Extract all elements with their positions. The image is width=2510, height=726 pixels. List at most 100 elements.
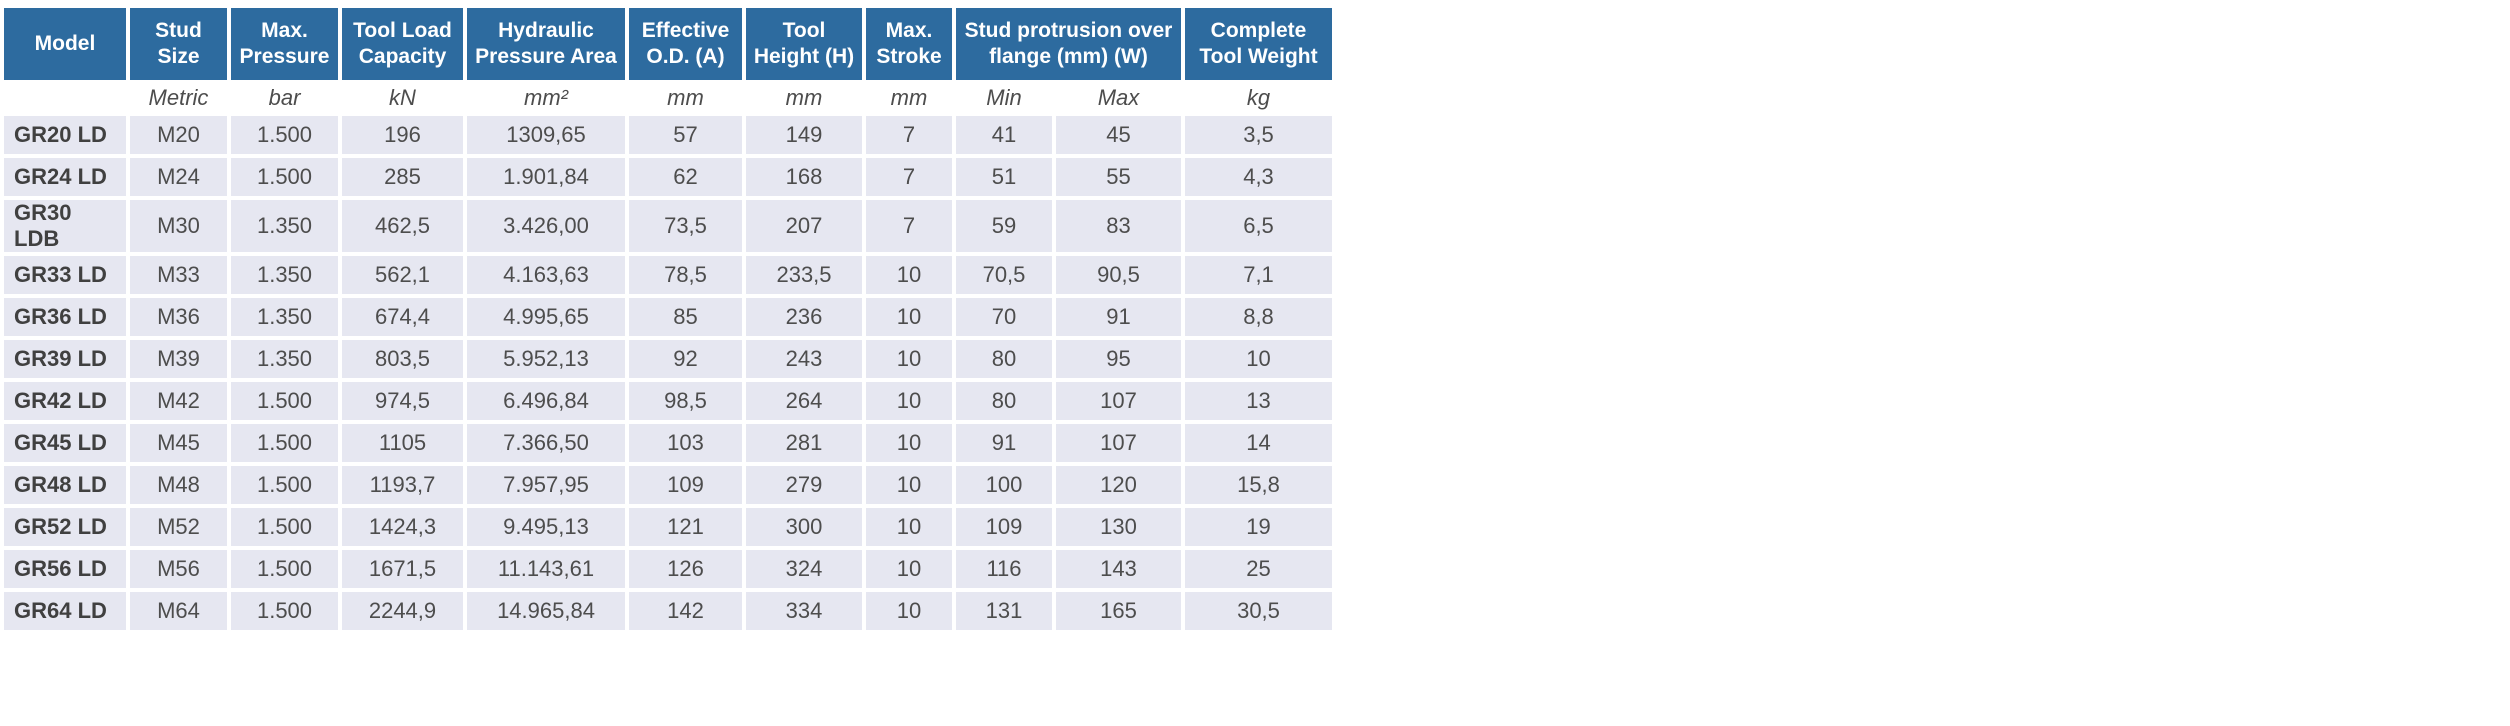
cell-max-pressure: 1.350	[231, 298, 338, 336]
cell-effective-od: 142	[629, 592, 742, 630]
table-body: Metric bar kN mm² mm mm mm Min Max kg GR…	[4, 84, 1332, 630]
cell-weight: 25	[1185, 550, 1332, 588]
cell-tool-height: 236	[746, 298, 862, 336]
cell-tool-load: 1424,3	[342, 508, 463, 546]
cell-tool-height: 243	[746, 340, 862, 378]
cell-protrusion-max: 130	[1056, 508, 1181, 546]
cell-tool-load: 803,5	[342, 340, 463, 378]
cell-protrusion-max: 120	[1056, 466, 1181, 504]
cell-max-stroke: 10	[866, 508, 952, 546]
cell-weight: 7,1	[1185, 256, 1332, 294]
cell-pressure-area: 7.366,50	[467, 424, 625, 462]
header-cell-tool-load-capacity: Tool Load Capacity	[342, 8, 463, 80]
cell-pressure-area: 4.995,65	[467, 298, 625, 336]
units-row: Metric bar kN mm² mm mm mm Min Max kg	[4, 84, 1332, 112]
cell-weight: 10	[1185, 340, 1332, 378]
cell-stud-size: M20	[130, 116, 227, 154]
cell-tool-load: 1193,7	[342, 466, 463, 504]
cell-weight: 3,5	[1185, 116, 1332, 154]
cell-tool-height: 334	[746, 592, 862, 630]
cell-protrusion-min: 109	[956, 508, 1052, 546]
cell-tool-height: 168	[746, 158, 862, 196]
cell-effective-od: 57	[629, 116, 742, 154]
cell-protrusion-min: 41	[956, 116, 1052, 154]
cell-stud-size: M52	[130, 508, 227, 546]
unit-cell: kg	[1185, 84, 1332, 112]
cell-effective-od: 85	[629, 298, 742, 336]
cell-effective-od: 126	[629, 550, 742, 588]
cell-model: GR48 LD	[4, 466, 126, 504]
cell-stud-size: M36	[130, 298, 227, 336]
cell-model: GR20 LD	[4, 116, 126, 154]
tool-spec-table: Model Stud Size Max. Pressure Tool Load …	[0, 4, 1336, 634]
table-row: GR33 LD M33 1.350 562,1 4.163,63 78,5 23…	[4, 256, 1332, 294]
cell-protrusion-max: 91	[1056, 298, 1181, 336]
cell-effective-od: 92	[629, 340, 742, 378]
cell-protrusion-min: 80	[956, 382, 1052, 420]
cell-tool-height: 233,5	[746, 256, 862, 294]
cell-pressure-area: 1309,65	[467, 116, 625, 154]
cell-protrusion-min: 116	[956, 550, 1052, 588]
cell-model: GR56 LD	[4, 550, 126, 588]
cell-stud-size: M24	[130, 158, 227, 196]
table-row: GR42 LD M42 1.500 974,5 6.496,84 98,5 26…	[4, 382, 1332, 420]
table-row: GR45 LD M45 1.500 1105 7.366,50 103 281 …	[4, 424, 1332, 462]
cell-tool-height: 324	[746, 550, 862, 588]
unit-cell: mm	[629, 84, 742, 112]
table-row: GR64 LD M64 1.500 2244,9 14.965,84 142 3…	[4, 592, 1332, 630]
cell-max-pressure: 1.500	[231, 116, 338, 154]
cell-tool-load: 196	[342, 116, 463, 154]
cell-weight: 19	[1185, 508, 1332, 546]
cell-pressure-area: 1.901,84	[467, 158, 625, 196]
cell-protrusion-max: 55	[1056, 158, 1181, 196]
cell-pressure-area: 9.495,13	[467, 508, 625, 546]
cell-tool-load: 562,1	[342, 256, 463, 294]
cell-tool-load: 1105	[342, 424, 463, 462]
cell-stud-size: M56	[130, 550, 227, 588]
cell-max-pressure: 1.500	[231, 592, 338, 630]
cell-max-stroke: 10	[866, 256, 952, 294]
cell-tool-load: 974,5	[342, 382, 463, 420]
cell-max-stroke: 7	[866, 116, 952, 154]
unit-cell: Min	[956, 84, 1052, 112]
cell-protrusion-max: 143	[1056, 550, 1181, 588]
cell-max-pressure: 1.350	[231, 256, 338, 294]
table-row: GR36 LD M36 1.350 674,4 4.995,65 85 236 …	[4, 298, 1332, 336]
header-cell-effective-od: Effective O.D. (A)	[629, 8, 742, 80]
table-row: GR48 LD M48 1.500 1193,7 7.957,95 109 27…	[4, 466, 1332, 504]
cell-stud-size: M42	[130, 382, 227, 420]
cell-effective-od: 62	[629, 158, 742, 196]
unit-cell: bar	[231, 84, 338, 112]
cell-model: GR36 LD	[4, 298, 126, 336]
cell-model: GR30 LDB	[4, 200, 126, 252]
table-row: GR30 LDB M30 1.350 462,5 3.426,00 73,5 2…	[4, 200, 1332, 252]
cell-effective-od: 109	[629, 466, 742, 504]
header-cell-max-pressure: Max. Pressure	[231, 8, 338, 80]
cell-tool-load: 674,4	[342, 298, 463, 336]
cell-pressure-area: 14.965,84	[467, 592, 625, 630]
unit-cell: mm	[866, 84, 952, 112]
header-cell-hydraulic-pressure-area: Hydraulic Pressure Area	[467, 8, 625, 80]
cell-max-pressure: 1.500	[231, 466, 338, 504]
cell-pressure-area: 6.496,84	[467, 382, 625, 420]
cell-effective-od: 103	[629, 424, 742, 462]
cell-model: GR52 LD	[4, 508, 126, 546]
cell-stud-size: M30	[130, 200, 227, 252]
cell-max-pressure: 1.500	[231, 550, 338, 588]
cell-max-stroke: 10	[866, 382, 952, 420]
cell-pressure-area: 11.143,61	[467, 550, 625, 588]
cell-max-stroke: 7	[866, 200, 952, 252]
cell-pressure-area: 5.952,13	[467, 340, 625, 378]
cell-protrusion-max: 45	[1056, 116, 1181, 154]
cell-stud-size: M39	[130, 340, 227, 378]
cell-weight: 6,5	[1185, 200, 1332, 252]
cell-protrusion-max: 95	[1056, 340, 1181, 378]
cell-tool-load: 1671,5	[342, 550, 463, 588]
cell-weight: 13	[1185, 382, 1332, 420]
cell-weight: 4,3	[1185, 158, 1332, 196]
cell-model: GR64 LD	[4, 592, 126, 630]
cell-model: GR45 LD	[4, 424, 126, 462]
cell-tool-height: 279	[746, 466, 862, 504]
cell-max-pressure: 1.500	[231, 508, 338, 546]
